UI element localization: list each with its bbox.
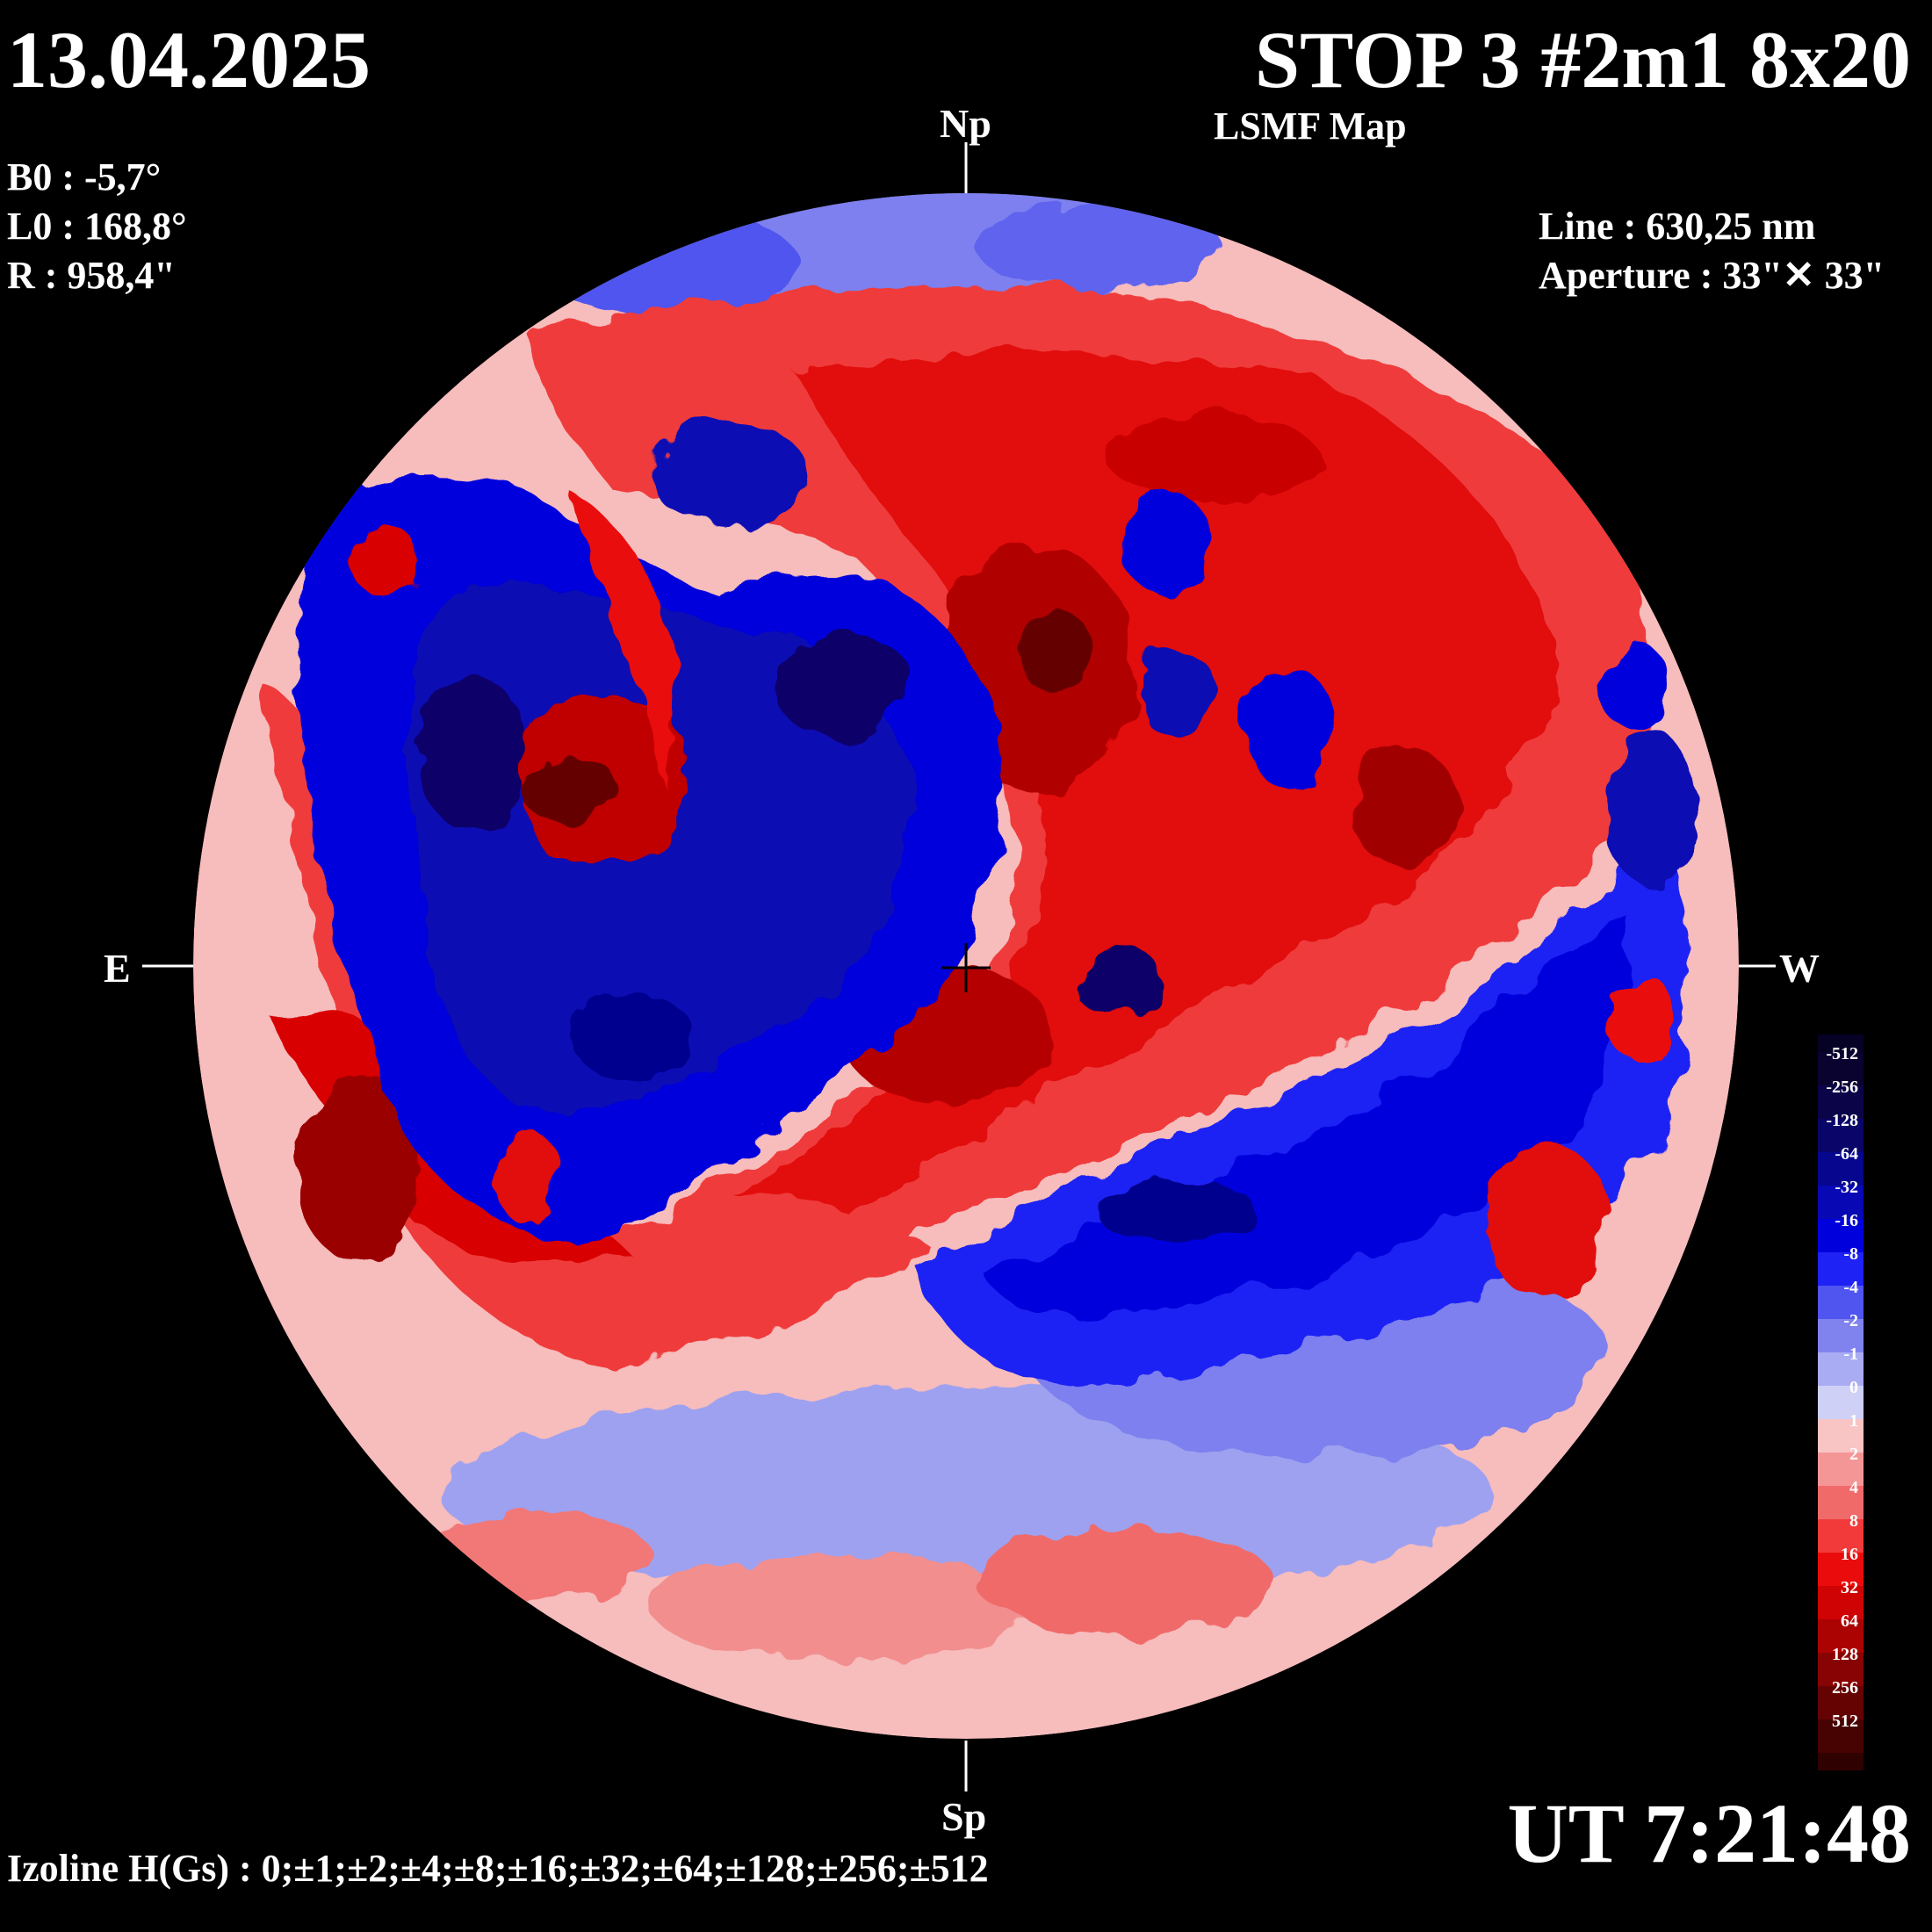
legend-swatch	[1818, 1586, 1864, 1619]
legend-cap-top	[1818, 1034, 1864, 1052]
legend-label: -4	[1843, 1278, 1858, 1297]
aperture: Aperture : 33"✕ 33"	[1539, 254, 1885, 297]
legend-label: 4	[1849, 1478, 1858, 1497]
legend-swatch	[1818, 1119, 1864, 1152]
legend-swatch	[1818, 1252, 1864, 1286]
legend-label: 16	[1841, 1545, 1858, 1564]
color-legend: -512 -256 -128 -64 -32 -16 -8 -4 -2 -1 0 1 2 4 8 16 32 64…	[1818, 1034, 1864, 1770]
legend-label: 128	[1832, 1645, 1858, 1664]
legend-label: 512	[1832, 1712, 1858, 1731]
legend-swatch	[1818, 1519, 1864, 1553]
legend-swatch	[1818, 1486, 1864, 1519]
legend-label: 2	[1849, 1445, 1858, 1464]
legend-label: 0	[1849, 1378, 1858, 1397]
legend-swatch	[1818, 1553, 1864, 1586]
legend-swatch	[1818, 1152, 1864, 1186]
map-title: STOP 3 #2m1 8x20	[1254, 15, 1911, 105]
legend-swatch	[1818, 1686, 1864, 1719]
legend-swatch	[1818, 1653, 1864, 1686]
legend-label: 64	[1841, 1611, 1858, 1631]
legend-cap-bottom	[1818, 1753, 1864, 1770]
legend-label: 1	[1849, 1411, 1858, 1431]
legend-label: -8	[1843, 1244, 1858, 1264]
legend-swatch	[1818, 1352, 1864, 1386]
legend-label: -128	[1826, 1111, 1858, 1130]
north-pole-label: Np	[940, 101, 991, 146]
legend-label: -256	[1826, 1078, 1858, 1097]
legend-label: -64	[1835, 1144, 1858, 1164]
param-b0: B0 : -5,7°	[7, 155, 162, 198]
legend-label: -16	[1835, 1211, 1858, 1230]
legend-label: 8	[1849, 1511, 1858, 1531]
param-radius: R : 958,4"	[7, 254, 176, 297]
legend-swatch	[1818, 1186, 1864, 1219]
legend-swatch	[1818, 1052, 1864, 1085]
legend-swatch	[1818, 1453, 1864, 1486]
legend-label: 256	[1832, 1678, 1858, 1698]
legend-swatch	[1818, 1085, 1864, 1119]
legend-swatch	[1818, 1386, 1864, 1419]
legend-swatch	[1818, 1419, 1864, 1453]
param-l0: L0 : 168,8°	[7, 205, 187, 248]
legend-swatch	[1818, 1286, 1864, 1319]
ut-time: UT 7:21:48	[1507, 1786, 1911, 1880]
legend-swatch	[1818, 1719, 1864, 1753]
legend-label: 32	[1841, 1578, 1858, 1597]
legend-swatch	[1818, 1219, 1864, 1252]
legend-label: -2	[1843, 1311, 1858, 1330]
legend-label: -1	[1843, 1344, 1858, 1364]
legend-label: -32	[1835, 1178, 1858, 1197]
south-pole-label: Sp	[941, 1794, 987, 1839]
west-label: W	[1779, 946, 1820, 991]
legend-label: -512	[1826, 1044, 1858, 1063]
izoline-levels: Izoline H(Gs) : 0;±1;±2;±4;±8;±16;±32;±6…	[7, 1847, 989, 1890]
observation-date: 13.04.2025	[7, 15, 371, 105]
map-subtitle: LSMF Map	[1214, 105, 1407, 148]
east-label: E	[104, 946, 131, 991]
legend-swatch	[1818, 1319, 1864, 1352]
legend-swatch	[1818, 1619, 1864, 1653]
spectral-line: Line : 630,25 nm	[1539, 205, 1816, 248]
